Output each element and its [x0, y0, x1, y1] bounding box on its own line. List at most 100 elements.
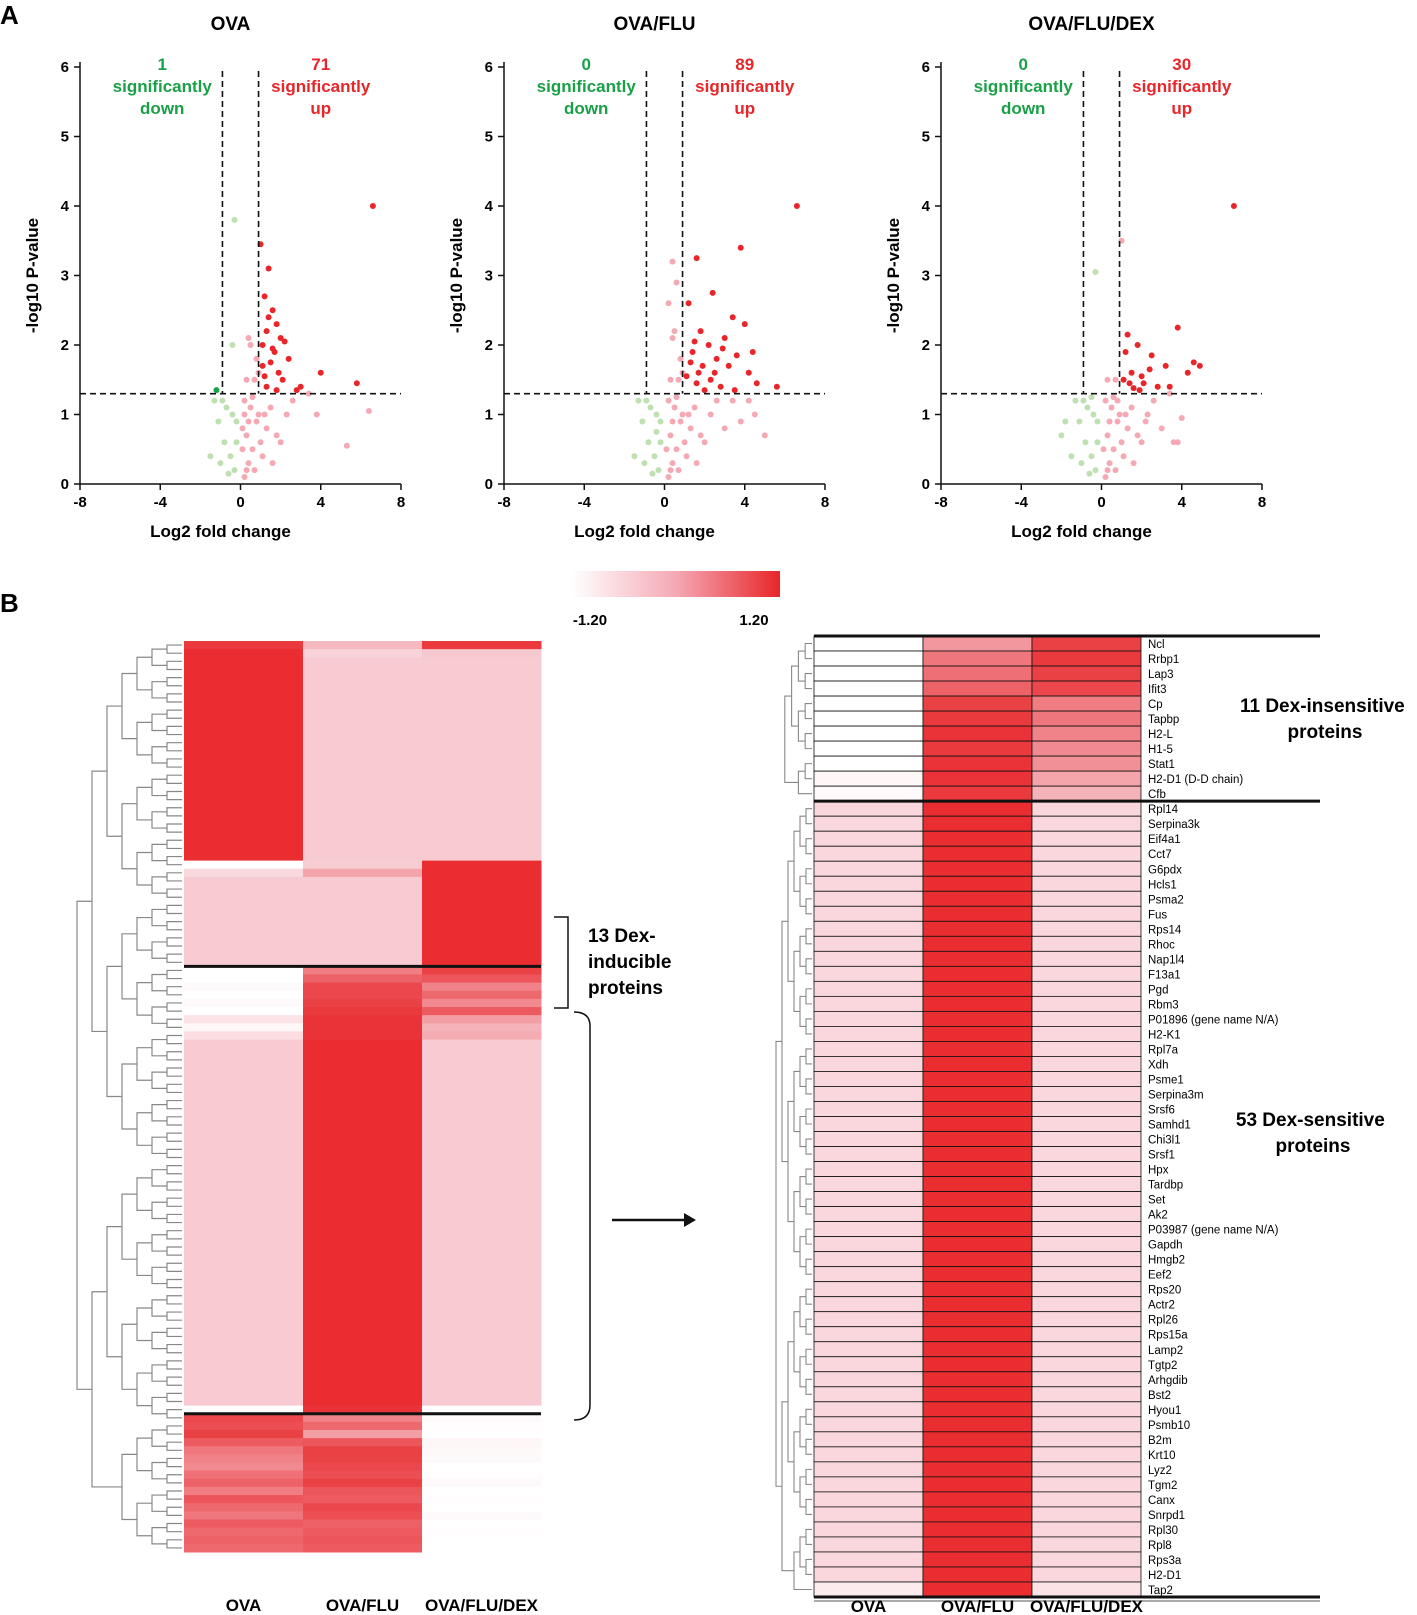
heatmap-cell — [922, 770, 1033, 787]
heatmap-cell — [303, 649, 423, 658]
down-count: 0 — [582, 55, 591, 74]
y-tick-label: 6 — [922, 59, 930, 76]
dendrogram-branch — [805, 958, 812, 975]
dendrogram-branch — [805, 1408, 812, 1425]
row-label: Rpl26 — [1148, 1315, 1178, 1327]
dex-insensitive-annotation: 11 Dex-insensitive proteins — [1240, 696, 1410, 743]
up-point — [1124, 331, 1131, 338]
heatmap-cell — [813, 1206, 924, 1223]
heatmap-cell — [813, 650, 924, 667]
heatmap-cell — [922, 1281, 1033, 1298]
x-tick-label: 0 — [1097, 494, 1105, 511]
heatmap-cell — [813, 1041, 924, 1057]
heatmap-cell — [303, 990, 423, 1000]
ns-up-point — [663, 446, 670, 453]
heatmap-cell — [1031, 1581, 1142, 1598]
heatmap-cell — [922, 1251, 1033, 1268]
plot-title: OVA/FLU — [614, 14, 696, 35]
heatmap-cell — [922, 1521, 1033, 1538]
dendrogram-branch — [166, 953, 182, 963]
heatmap-cell — [184, 860, 304, 870]
y-tick-label: 2 — [922, 337, 930, 354]
row-label: Rpl8 — [1148, 1540, 1172, 1552]
heatmap-cell — [1031, 1296, 1142, 1313]
dendrogram-branch — [166, 1197, 182, 1207]
heatmap-cell — [922, 1131, 1033, 1147]
row-label: B2m — [1148, 1435, 1172, 1447]
ns-up-point — [1118, 439, 1125, 446]
dendrogram-branch — [793, 1070, 800, 1133]
dendrogram-branch — [166, 823, 182, 833]
heatmap-cell — [922, 920, 1033, 937]
heatmap-cell — [922, 830, 1033, 847]
heatmap-cell — [1031, 1206, 1142, 1223]
heatmap-cell — [1031, 1551, 1142, 1568]
ns-down-point — [1076, 418, 1083, 425]
up-point — [753, 380, 760, 387]
heatmap-cell — [1031, 1491, 1142, 1508]
row-label: Lap3 — [1148, 669, 1174, 681]
ns-up-point — [685, 411, 692, 418]
heatmap-cell — [422, 1446, 542, 1455]
heatmap-cell — [1031, 650, 1142, 667]
row-label: H2-D1 — [1148, 1570, 1181, 1582]
heatmap-cell — [813, 1371, 924, 1388]
up-point — [269, 307, 276, 314]
dendrogram-branch — [799, 1236, 806, 1268]
dendrogram-branch — [151, 1364, 167, 1382]
dendrogram-branch — [136, 1502, 152, 1537]
heatmap-cell — [184, 1421, 304, 1431]
ns-up-point — [1104, 376, 1111, 383]
heatmap-cell — [813, 725, 924, 742]
panel-label-b: B — [0, 588, 19, 618]
dendrogram-branch — [166, 709, 182, 719]
heatmap-cell — [922, 1491, 1033, 1508]
dendrogram-branch — [136, 851, 152, 886]
ns-up-point — [269, 460, 276, 467]
ns-up-point — [1112, 376, 1119, 383]
row-label: Set — [1148, 1195, 1166, 1207]
heatmap-cell — [422, 1454, 542, 1464]
dendrogram-branch — [805, 1288, 812, 1305]
heatmap-cell — [813, 1176, 924, 1192]
up-point — [731, 387, 738, 394]
ns-up-point — [245, 418, 252, 425]
dendrogram-branch — [151, 908, 167, 927]
heatmap-cell — [422, 1486, 542, 1496]
ns-up-point — [257, 439, 264, 446]
down-count: 0 — [1019, 55, 1028, 74]
x-tick-label: 8 — [1258, 494, 1266, 511]
x-tick-label: 4 — [741, 494, 750, 511]
heatmap-cell — [1031, 770, 1142, 787]
row-label: Rpl14 — [1148, 804, 1179, 816]
heatmap-cell — [813, 1296, 924, 1313]
up-point — [1120, 376, 1127, 383]
heatmap-cell — [1031, 635, 1142, 652]
up-label: significantly — [695, 77, 795, 96]
dendrogram-branch — [166, 1343, 182, 1354]
ns-down-point — [217, 460, 224, 467]
up-point — [687, 359, 694, 366]
heatmap-cell — [1031, 1236, 1142, 1253]
up-point — [1126, 380, 1133, 387]
heatmap-cell — [422, 1495, 542, 1504]
ns-up-point — [241, 411, 248, 418]
heatmap-cell — [813, 1056, 924, 1072]
heatmap-cell — [813, 1101, 924, 1117]
heatmap-cell — [813, 1326, 924, 1343]
dendrogram-branch — [805, 838, 812, 855]
heatmap-cell — [813, 1476, 924, 1493]
ns-down-point — [233, 418, 240, 425]
heatmap-cell — [922, 1071, 1033, 1087]
dendrogram-branch — [151, 746, 167, 764]
dendrogram-branch — [151, 1494, 167, 1512]
heatmap-cell — [813, 1146, 924, 1162]
heatmap-cell — [1031, 1056, 1142, 1072]
up-point — [317, 369, 324, 376]
row-label: Bst2 — [1148, 1390, 1171, 1402]
ns-up-point — [243, 432, 250, 439]
ns-up-point — [239, 446, 246, 453]
heatmap-cell — [303, 966, 423, 975]
dendrogram-branch — [166, 693, 182, 703]
clustered-heatmap: OVA OVA/FLU OVA/FLU/DEX — [76, 641, 542, 1615]
